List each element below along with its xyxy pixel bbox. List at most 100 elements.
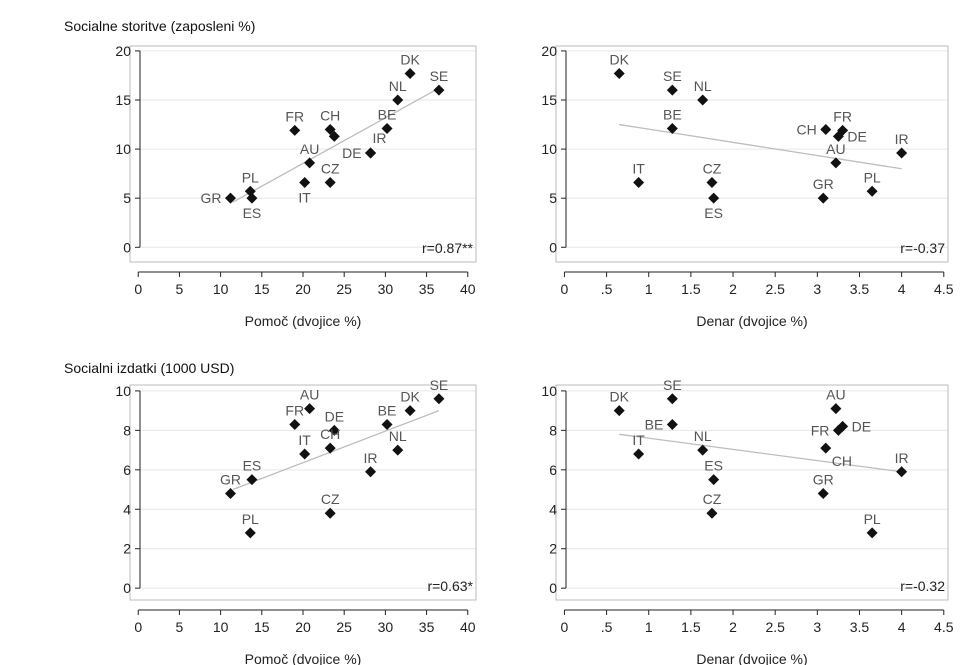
x-axis-label: Denar (dvojice %): [696, 313, 807, 329]
data-point-ir: [896, 147, 908, 159]
x-tick-label: 2: [729, 619, 737, 635]
point-label: DK: [609, 51, 629, 67]
data-point-ir: [365, 147, 377, 159]
scatter-panel-4: 0 2 4 6 8 10 0 .5 1 1.5 2 2.5 3 3.5 4 4.5 Denar (dvojice…: [541, 377, 953, 665]
y-tick-label: 20: [115, 43, 131, 59]
point-label: GR: [201, 190, 222, 206]
x-tick-label: 10: [213, 281, 229, 297]
data-point-gr: [225, 487, 237, 499]
data-point-pl: [244, 527, 256, 539]
point-label: ES: [243, 205, 262, 221]
point-label: CH: [320, 426, 340, 442]
y-tick-label: 4: [123, 501, 131, 517]
x-tick-label: 4: [898, 619, 906, 635]
data-point-gr: [817, 192, 829, 204]
point-label: NL: [389, 78, 407, 94]
regression-line: [619, 433, 902, 473]
point-label: IR: [364, 450, 378, 466]
y-tick-label: 5: [123, 190, 131, 206]
x-tick-label: 2: [729, 281, 737, 297]
point-label: GR: [220, 471, 241, 487]
row-title-top: Socialne storitve (zaposleni %): [64, 18, 255, 34]
point-label: BE: [378, 106, 397, 122]
point-label: PL: [864, 511, 881, 527]
y-tick-label: 10: [115, 141, 131, 157]
point-label: ES: [704, 205, 723, 221]
data-point-de: [832, 130, 844, 142]
x-tick-label: 30: [378, 619, 394, 635]
data-point-se: [433, 393, 445, 405]
data-point-au: [304, 403, 316, 415]
data-point-nl: [697, 94, 709, 106]
point-label: NL: [694, 78, 712, 94]
point-label: GR: [813, 471, 834, 487]
y-tick-label: 2: [123, 541, 131, 557]
point-label: IR: [895, 131, 909, 147]
data-point-dk: [404, 405, 416, 417]
x-tick-label: 2.5: [765, 281, 785, 297]
point-label: ES: [704, 458, 723, 474]
x-axis-label: Pomoč (dvojice %): [245, 313, 362, 329]
x-tick-label: 25: [336, 281, 352, 297]
data-point-ch: [324, 442, 336, 454]
data-point-be: [666, 418, 678, 430]
data-point-ch: [820, 442, 832, 454]
x-tick-label: 5: [176, 281, 184, 297]
x-tick-label: 0: [561, 281, 569, 297]
data-point-it: [299, 176, 311, 188]
point-label: AU: [826, 141, 845, 157]
x-tick-label: 0: [134, 281, 142, 297]
y-tick-label: 20: [541, 43, 557, 59]
point-label: DE: [847, 128, 866, 144]
data-point-dk: [404, 67, 416, 79]
data-point-se: [666, 393, 678, 405]
point-label: PL: [864, 169, 881, 185]
y-tick-label: 6: [549, 462, 557, 478]
data-point-nl: [392, 444, 404, 456]
scatter-panel-2: 0 5 10 15 20 0 .5 1 1.5 2 2.5 3 3.5 4 4.5 Denar (dvojic…: [541, 43, 953, 329]
point-label: CH: [320, 107, 340, 123]
data-point-it: [633, 448, 645, 460]
point-label: IR: [895, 450, 909, 466]
x-tick-label: 40: [460, 619, 476, 635]
point-label: IT: [632, 432, 645, 448]
y-tick-label: 2: [549, 541, 557, 557]
x-tick-label: 10: [213, 619, 229, 635]
point-label: BE: [663, 106, 682, 122]
data-point-dk: [613, 67, 625, 79]
y-tick-label: 10: [541, 141, 557, 157]
x-tick-label: 1: [645, 281, 653, 297]
data-point-gr: [225, 192, 237, 204]
x-tick-label: 1.5: [681, 619, 701, 635]
data-point-ir: [365, 466, 377, 478]
x-tick-label: 0: [134, 619, 142, 635]
point-label: NL: [694, 428, 712, 444]
point-label: DK: [400, 389, 420, 405]
data-point-au: [304, 157, 316, 169]
data-point-ch: [820, 123, 832, 135]
point-label: AU: [300, 387, 319, 403]
y-tick-label: 5: [549, 190, 557, 206]
correlation-annotation: r=-0.37: [900, 240, 945, 256]
x-tick-label: 25: [336, 619, 352, 635]
point-label: IR: [373, 130, 387, 146]
y-tick-label: 0: [123, 239, 131, 255]
x-tick-label: 40: [460, 281, 476, 297]
point-label: IT: [298, 189, 311, 205]
point-label: DE: [342, 145, 361, 161]
data-point-de: [837, 420, 849, 432]
y-tick-label: 8: [123, 422, 131, 438]
row-title-bottom: Socialni izdatki (1000 USD): [64, 360, 234, 376]
y-tick-label: 0: [123, 580, 131, 596]
data-point-nl: [392, 94, 404, 106]
point-label: CH: [832, 453, 852, 469]
scatter-panel-1: 0 5 10 15 20 0 5 10 15 20 25 30 35 40 Pomoč (dvojice %…: [115, 43, 477, 329]
x-tick-label: 15: [254, 619, 270, 635]
point-label: DK: [400, 51, 420, 67]
x-tick-label: .5: [601, 619, 613, 635]
point-label: FR: [285, 108, 304, 124]
x-tick-label: 1.5: [681, 281, 701, 297]
point-label: NL: [389, 428, 407, 444]
data-point-es: [708, 192, 720, 204]
